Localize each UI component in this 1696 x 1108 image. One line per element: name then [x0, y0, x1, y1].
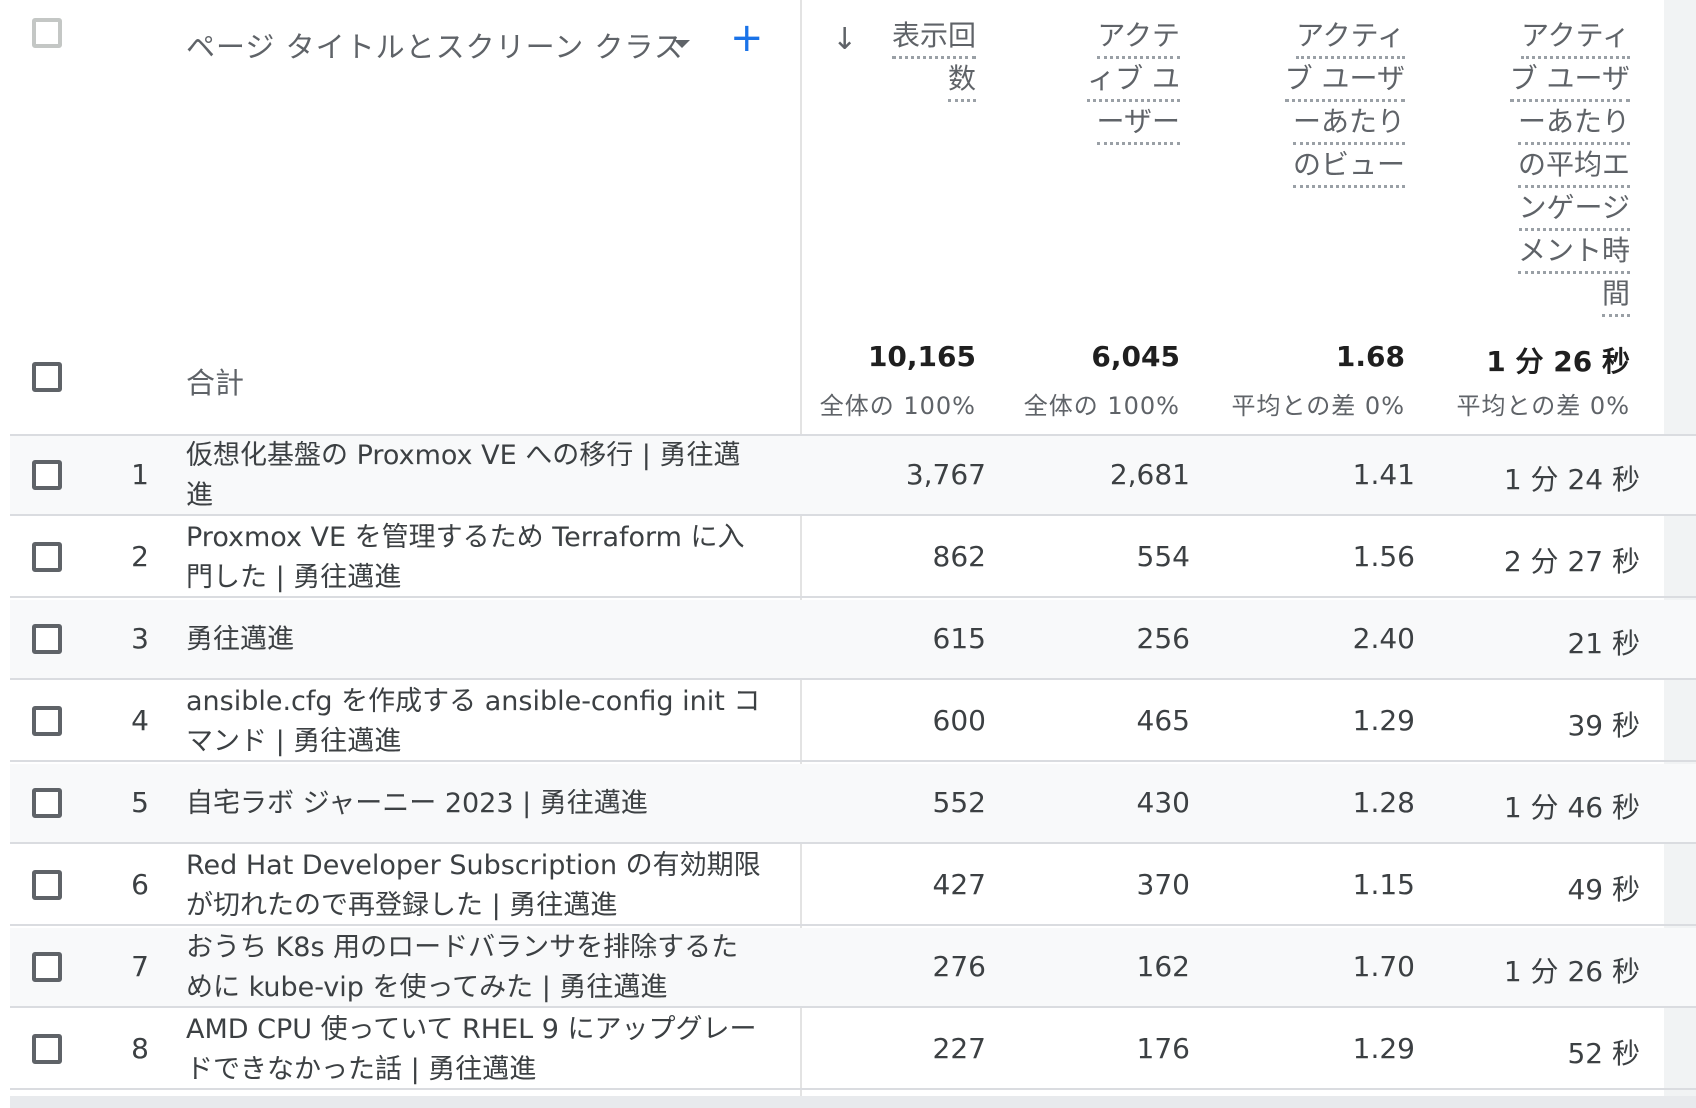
total-views-sub: 全体の 100% — [819, 392, 976, 420]
metric-header-views[interactable]: 表示回 数 — [860, 16, 976, 102]
row-title[interactable]: おうち K8s 用のロードバランサを排除するた めに kube-vip を使って… — [186, 932, 739, 1003]
row-number: 3 — [131, 622, 149, 655]
totals-label: 合計 — [186, 366, 245, 400]
row-views-per-user: 1.70 — [1352, 950, 1415, 983]
row-views: 276 — [932, 950, 986, 983]
row-avg-engagement: 1 分 24 秒 — [1503, 463, 1640, 496]
row-avg-engagement: 21 秒 — [1567, 627, 1640, 660]
row-views-per-user: 1.29 — [1352, 704, 1415, 737]
row-views-per-user: 1.28 — [1352, 786, 1415, 819]
row-title[interactable]: AMD CPU 使っていて RHEL 9 にアップグレー ドできなかった話 | … — [186, 1014, 757, 1085]
column-divider — [800, 0, 802, 1108]
row-views: 552 — [932, 786, 986, 819]
row-checkbox[interactable] — [32, 542, 62, 572]
row-views: 600 — [932, 704, 986, 737]
row-views-per-user: 1.41 — [1352, 458, 1415, 491]
row-avg-engagement: 49 秒 — [1567, 873, 1640, 906]
row-active-users: 465 — [1136, 704, 1190, 737]
row-checkbox[interactable] — [32, 870, 62, 900]
table-row[interactable]: 5 自宅ラボ ジャーニー 2023 | 勇往邁進 552 430 1.28 1 … — [10, 764, 1696, 844]
row-title[interactable]: ansible.cfg を作成する ansible-config init コ … — [186, 686, 761, 757]
scrollbar-track[interactable] — [1664, 0, 1696, 1108]
row-title[interactable]: 勇往邁進 — [186, 624, 294, 655]
row-views-per-user: 1.29 — [1352, 1032, 1415, 1065]
row-views: 227 — [932, 1032, 986, 1065]
row-title[interactable]: 自宅ラボ ジャーニー 2023 | 勇往邁進 — [186, 788, 648, 819]
row-number: 2 — [131, 540, 149, 573]
total-active-users: 6,045 — [1091, 340, 1180, 373]
row-checkbox[interactable] — [32, 1034, 62, 1064]
total-views-per-user: 1.68 — [1335, 340, 1405, 373]
select-all-checkbox-header[interactable] — [32, 18, 62, 48]
total-active-users-sub: 全体の 100% — [1023, 392, 1180, 420]
row-number: 8 — [131, 1032, 149, 1065]
row-active-users: 2,681 — [1109, 458, 1190, 491]
row-active-users: 554 — [1136, 540, 1190, 573]
row-avg-engagement: 39 秒 — [1567, 709, 1640, 742]
row-avg-engagement: 52 秒 — [1567, 1037, 1640, 1070]
chevron-down-icon[interactable] — [674, 40, 690, 48]
row-active-users: 162 — [1136, 950, 1190, 983]
row-views-per-user: 1.15 — [1352, 868, 1415, 901]
table-row[interactable]: 2 Proxmox VE を管理するため Terraform に入 門した | … — [10, 518, 1696, 598]
row-title[interactable]: Proxmox VE を管理するため Terraform に入 門した | 勇往… — [186, 522, 745, 593]
row-number: 1 — [131, 458, 149, 491]
table-row[interactable]: 8 AMD CPU 使っていて RHEL 9 にアップグレー ドできなかった話 … — [10, 1010, 1696, 1090]
metric-header-avg-engagement[interactable]: アクティ ブ ユーザ ーあたり の平均エ ンゲージ メント時 間 — [1465, 16, 1630, 317]
row-active-users: 176 — [1136, 1032, 1190, 1065]
row-checkbox[interactable] — [32, 624, 62, 654]
metric-header-active-users[interactable]: アクテ ィブ ユ ーザー — [1040, 16, 1180, 145]
row-number: 6 — [131, 868, 149, 901]
row-views: 862 — [932, 540, 986, 573]
row-active-users: 430 — [1136, 786, 1190, 819]
row-views: 3,767 — [905, 458, 986, 491]
row-avg-engagement: 1 分 26 秒 — [1503, 955, 1640, 988]
row-number: 7 — [131, 950, 149, 983]
row-checkbox[interactable] — [32, 460, 62, 490]
row-views-per-user: 2.40 — [1352, 622, 1415, 655]
table-row[interactable]: 3 勇往邁進 615 256 2.40 21 秒 — [10, 600, 1696, 680]
row-title[interactable]: Red Hat Developer Subscription の有効期限 が切れ… — [186, 850, 761, 921]
total-avg-engagement: 1 分 26 秒 — [1486, 345, 1630, 378]
row-checkbox[interactable] — [32, 952, 62, 982]
row-checkbox[interactable] — [32, 706, 62, 736]
total-avg-engagement-sub: 平均との差 0% — [1456, 392, 1630, 420]
table-row[interactable]: 6 Red Hat Developer Subscription の有効期限 が… — [10, 846, 1696, 926]
header-separator — [10, 434, 1696, 436]
row-views: 427 — [932, 868, 986, 901]
row-number: 5 — [131, 786, 149, 819]
row-views-per-user: 1.56 — [1352, 540, 1415, 573]
row-active-users: 256 — [1136, 622, 1190, 655]
row-avg-engagement: 2 分 27 秒 — [1503, 545, 1640, 578]
row-checkbox[interactable] — [32, 788, 62, 818]
add-dimension-icon[interactable]: + — [730, 15, 764, 61]
table-row[interactable]: 1 仮想化基盤の Proxmox VE への移行 | 勇往邁 進 3,767 2… — [10, 436, 1696, 516]
horizontal-scrollbar[interactable] — [10, 1096, 1696, 1108]
total-views-per-user-sub: 平均との差 0% — [1231, 392, 1405, 420]
row-views: 615 — [932, 622, 986, 655]
select-all-checkbox[interactable] — [32, 362, 62, 392]
row-title[interactable]: 仮想化基盤の Proxmox VE への移行 | 勇往邁 進 — [186, 440, 741, 511]
table-row[interactable]: 4 ansible.cfg を作成する ansible-config init … — [10, 682, 1696, 762]
sort-descending-icon[interactable]: ↓ — [832, 22, 858, 57]
dimension-header[interactable]: ページ タイトルとスクリーン クラス — [186, 30, 684, 64]
table-row[interactable]: 7 おうち K8s 用のロードバランサを排除するた めに kube-vip を使… — [10, 928, 1696, 1008]
row-avg-engagement: 1 分 46 秒 — [1503, 791, 1640, 824]
metric-header-views-per-user[interactable]: アクティ ブ ユーザ ーあたり のビュー — [1240, 16, 1405, 188]
row-active-users: 370 — [1136, 868, 1190, 901]
row-number: 4 — [131, 704, 149, 737]
total-views: 10,165 — [867, 340, 976, 373]
